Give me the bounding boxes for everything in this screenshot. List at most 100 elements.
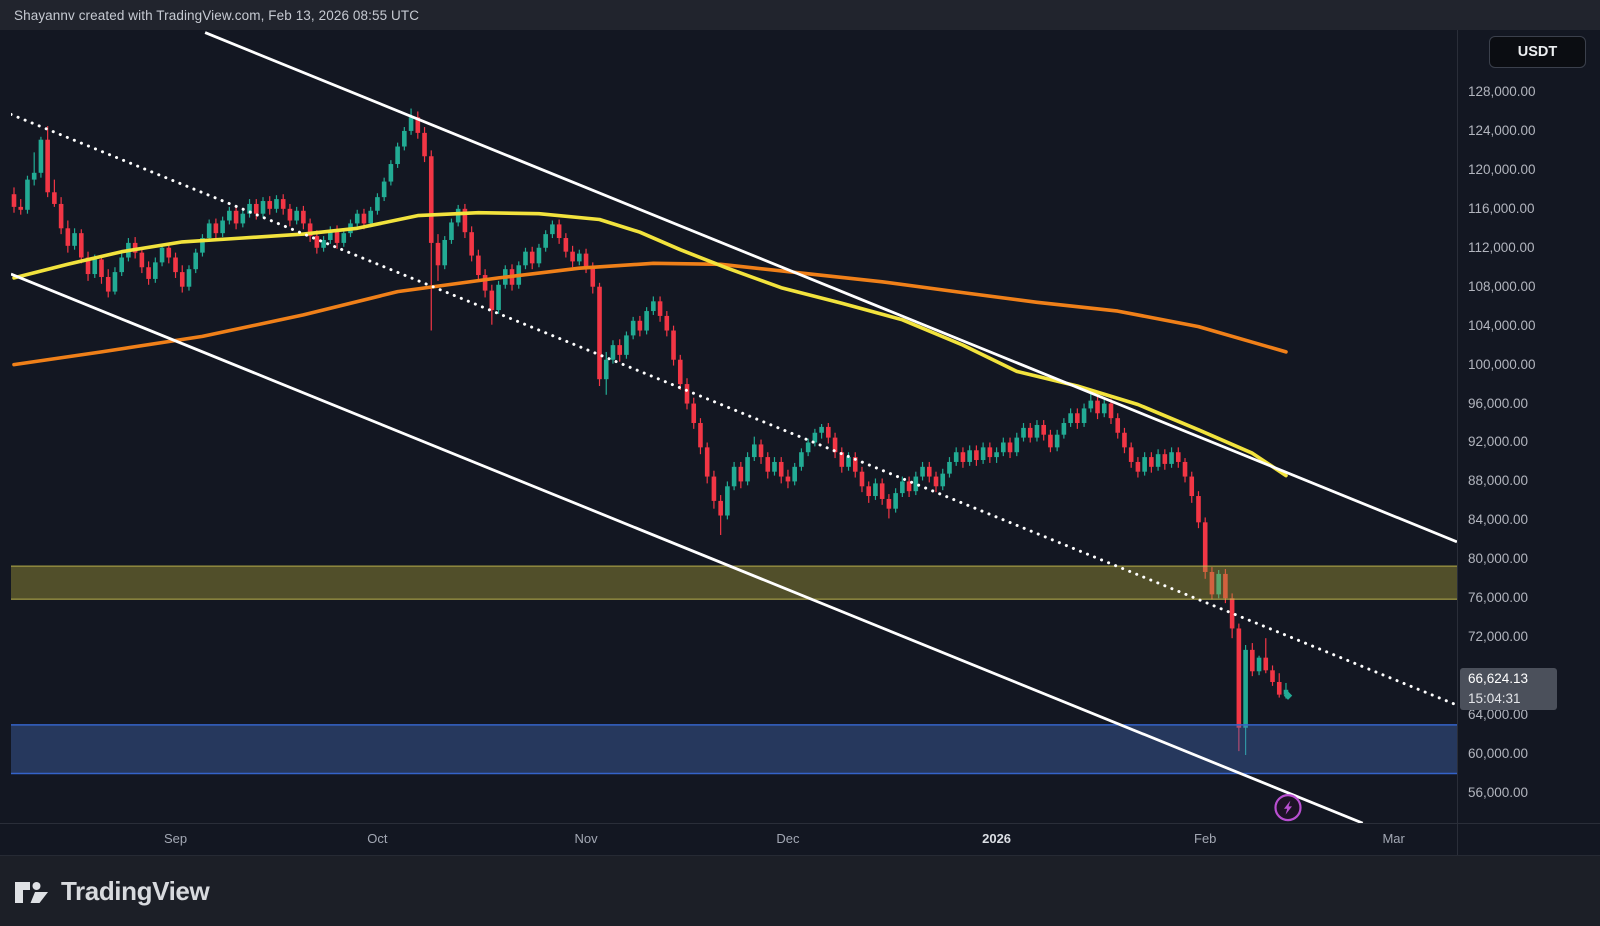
candle [617,345,622,355]
candle [671,330,676,360]
candle [489,290,495,311]
price-axis-label: 108,000.00 [1468,278,1536,294]
candle [1135,461,1141,472]
candle [765,457,771,472]
candle [630,320,636,336]
tradingview-logo[interactable]: TradingView [14,876,210,907]
candle [610,345,616,360]
candle [1095,400,1100,414]
candle [711,476,717,501]
candle [240,213,246,224]
candle [873,483,878,497]
candle [260,201,266,214]
candle [31,172,37,180]
time-axis-label-2026: 2026 [982,831,1012,846]
candle [1054,434,1060,448]
candle [220,220,225,234]
candle [926,466,932,477]
attribution-bar: Shayannv created with TradingView.com, F… [0,0,1600,30]
price-axis-label: 100,000.00 [1468,356,1536,372]
candle [1263,657,1269,671]
candle [1027,427,1033,438]
candle [1021,427,1026,438]
candle [112,272,118,292]
candle [415,117,421,133]
candle [967,450,972,462]
candle [1034,424,1040,438]
candle [691,403,697,424]
candle [1115,418,1121,433]
price-axis-label: 116,000.00 [1468,200,1535,216]
candle [974,450,979,461]
candle [159,247,165,263]
candle [684,384,690,404]
candle [731,466,737,487]
candle [361,213,367,224]
candle [1276,681,1282,695]
candle [92,259,98,275]
candle [153,262,158,279]
candle [253,203,259,214]
slow-ma-line[interactable] [12,261,1288,367]
candle [893,493,898,509]
candle [482,275,488,291]
candle [79,233,84,258]
fast-ma-line[interactable] [12,210,1288,478]
trendlines-layer[interactable] [11,31,1458,824]
price-axis-label: 56,000.00 [1468,784,1529,800]
candle [758,444,764,458]
upper_channel_solid[interactable] [204,31,1457,544]
candle [523,251,528,266]
candle [45,139,50,193]
candle [1149,457,1154,467]
price-axis-label: 128,000.00 [1468,83,1536,99]
price-zones-layer[interactable] [11,565,1457,775]
broken-support-zone[interactable] [11,566,1457,600]
attribution-text: Shayannv created with TradingView.com, F… [14,7,420,23]
mid_dotted[interactable] [11,112,1458,707]
candle [105,276,111,292]
candle [752,444,757,458]
candle [913,476,919,492]
price-axis-label: 64,000.00 [1468,707,1529,723]
candle [859,471,865,487]
support-zone[interactable] [11,724,1457,774]
candle [368,210,373,224]
candle [590,267,596,287]
candle [819,426,824,433]
candle [1001,442,1006,453]
candle [839,452,845,467]
candle [1182,461,1188,477]
candle [1175,452,1181,462]
candle [664,315,670,331]
candle [812,432,818,443]
candle [536,247,542,264]
candle [556,224,562,239]
candle [832,437,838,453]
candle [1202,522,1208,572]
candle [745,457,750,482]
candle [200,238,205,253]
candle [65,228,71,246]
time-axis-label-nov: Nov [574,831,598,846]
candle [805,442,811,453]
tradingview-logo-icon [15,882,48,903]
candle [677,359,683,385]
candle [193,252,199,270]
flash-emoji-icon[interactable] [1274,793,1302,822]
candle [799,452,804,467]
candle [994,452,999,458]
candle [624,335,629,355]
candle [233,210,239,224]
candle [738,466,744,482]
lower_channel_solid[interactable] [11,272,1364,823]
candle [1068,413,1073,424]
currency-toggle-button[interactable]: USDT [1489,36,1586,68]
candle [408,117,414,131]
candle [334,230,340,243]
candle [476,255,481,276]
candle [402,130,407,147]
last-price-tag[interactable]: 66,624.13 15:04:31 [1460,668,1557,710]
candle [1236,628,1242,728]
